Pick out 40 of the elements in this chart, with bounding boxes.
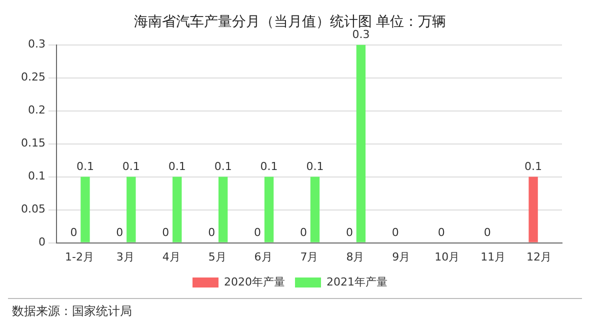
y-tick-label: 0.1 (28, 170, 46, 183)
x-tick-label: 10月 (434, 250, 460, 264)
data-label: 0.1 (76, 160, 94, 174)
data-label: 0.1 (306, 160, 324, 174)
y-tick-label: 0.2 (28, 104, 46, 117)
data-label: 0 (162, 226, 170, 240)
x-tick-label: 8月 (346, 250, 364, 264)
y-tick-label: 0 (38, 236, 46, 249)
data-label: 0 (254, 226, 262, 240)
legend-label: 2020年产量 (224, 275, 286, 288)
x-tick-label: 3月 (116, 250, 134, 264)
x-tick-label: 9月 (392, 250, 410, 264)
x-tick-label: 1-2月 (64, 250, 94, 264)
y-tick-label: 0.3 (28, 38, 46, 51)
y-tick-label: 0.25 (20, 70, 46, 84)
data-label: 0 (346, 226, 353, 240)
x-tick-label: 11月 (480, 250, 506, 264)
x-tick-label: 12月 (526, 250, 552, 264)
data-label: 0.1 (122, 160, 140, 174)
data-label: 0 (300, 226, 307, 240)
data-label: 0 (392, 226, 399, 240)
x-tick-label: 4月 (162, 250, 180, 264)
data-label: 0.3 (352, 28, 370, 42)
x-tick-label: 5月 (208, 250, 226, 264)
data-label: 0.1 (260, 160, 278, 174)
y-tick-label: 0.05 (20, 202, 46, 216)
data-label: 0.1 (524, 160, 542, 174)
data-label: 0 (70, 226, 78, 240)
x-tick-label: 6月 (254, 250, 272, 264)
data-label: 0.1 (214, 160, 232, 174)
y-tick-label: 0.15 (20, 136, 46, 150)
data-label: 0 (208, 226, 216, 240)
chart-title: 海南省汽车产量分月（当月值）统计图 单位：万辆 (134, 14, 446, 30)
x-tick-label: 7月 (300, 250, 318, 264)
source-note: 数据来源：国家统计局 (8, 298, 582, 320)
data-label: 0 (116, 226, 124, 240)
data-label: 0 (484, 226, 491, 240)
data-label: 0 (438, 226, 445, 240)
data-label: 0.1 (168, 160, 186, 174)
legend-label: 2021年产量 (326, 275, 388, 288)
